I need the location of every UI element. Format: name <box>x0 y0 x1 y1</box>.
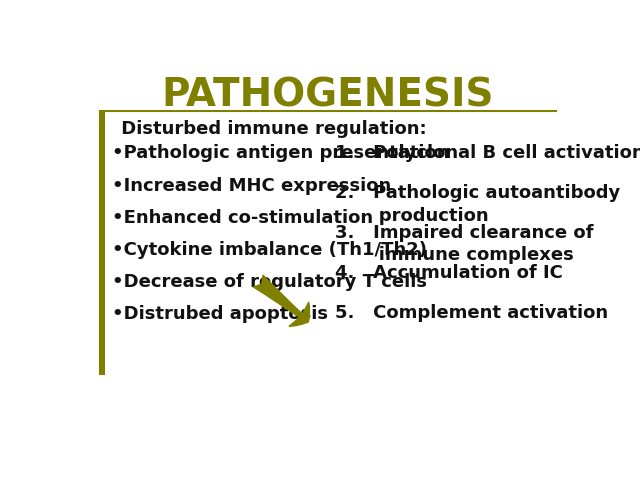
Text: •Increased MHC expression: •Increased MHC expression <box>112 177 392 194</box>
Text: 1.   Polyclonal B cell activation: 1. Polyclonal B cell activation <box>335 144 640 162</box>
Text: •Cytokine imbalance (Th1/Th2): •Cytokine imbalance (Th1/Th2) <box>112 241 428 259</box>
Text: PATHOGENESIS: PATHOGENESIS <box>162 76 494 114</box>
Text: Disturbed immune regulation:: Disturbed immune regulation: <box>115 120 426 138</box>
Text: •Distrubed apoptosis: •Distrubed apoptosis <box>112 305 328 323</box>
Text: 3.   Impaired clearance of
       immune complexes: 3. Impaired clearance of immune complexe… <box>335 224 594 264</box>
Text: •Pathologic antigen presentation: •Pathologic antigen presentation <box>112 144 450 162</box>
FancyBboxPatch shape <box>99 111 106 375</box>
Text: 5.   Complement activation: 5. Complement activation <box>335 304 609 322</box>
Text: •Enhanced co-stimulation: •Enhanced co-stimulation <box>112 209 373 227</box>
Text: •Decrease of regulatory T cells: •Decrease of regulatory T cells <box>112 273 428 291</box>
Text: 4.   Accumulation of IC: 4. Accumulation of IC <box>335 264 563 282</box>
Text: 2.   Pathologic autoantibody
       production: 2. Pathologic autoantibody production <box>335 184 621 225</box>
